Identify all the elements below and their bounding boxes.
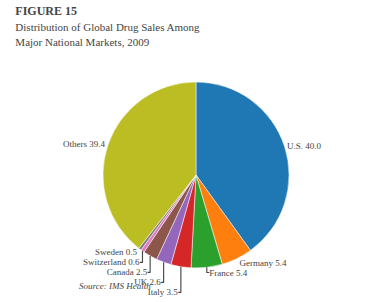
svg-text:Sweden 0.5: Sweden 0.5 — [95, 247, 137, 257]
svg-text:UK 2.6: UK 2.6 — [134, 277, 161, 287]
svg-text:Italy 3.5: Italy 3.5 — [148, 287, 178, 297]
svg-text:FIGURE 15Distribution of Globa: FIGURE 15Distribution of Global Drug Sal… — [15, 4, 200, 48]
svg-text:Switzerland 0.6: Switzerland 0.6 — [83, 257, 140, 267]
svg-text:Source: IMS Health: Source: IMS Health — [79, 281, 151, 291]
svg-text:Canada 2.5: Canada 2.5 — [107, 267, 148, 277]
svg-text:Germany 5.4: Germany 5.4 — [239, 258, 286, 268]
svg-text:France 5.4: France 5.4 — [209, 268, 247, 278]
svg-text:Others 39.4: Others 39.4 — [63, 139, 105, 149]
svg-text:U.S. 40.0: U.S. 40.0 — [287, 141, 322, 151]
